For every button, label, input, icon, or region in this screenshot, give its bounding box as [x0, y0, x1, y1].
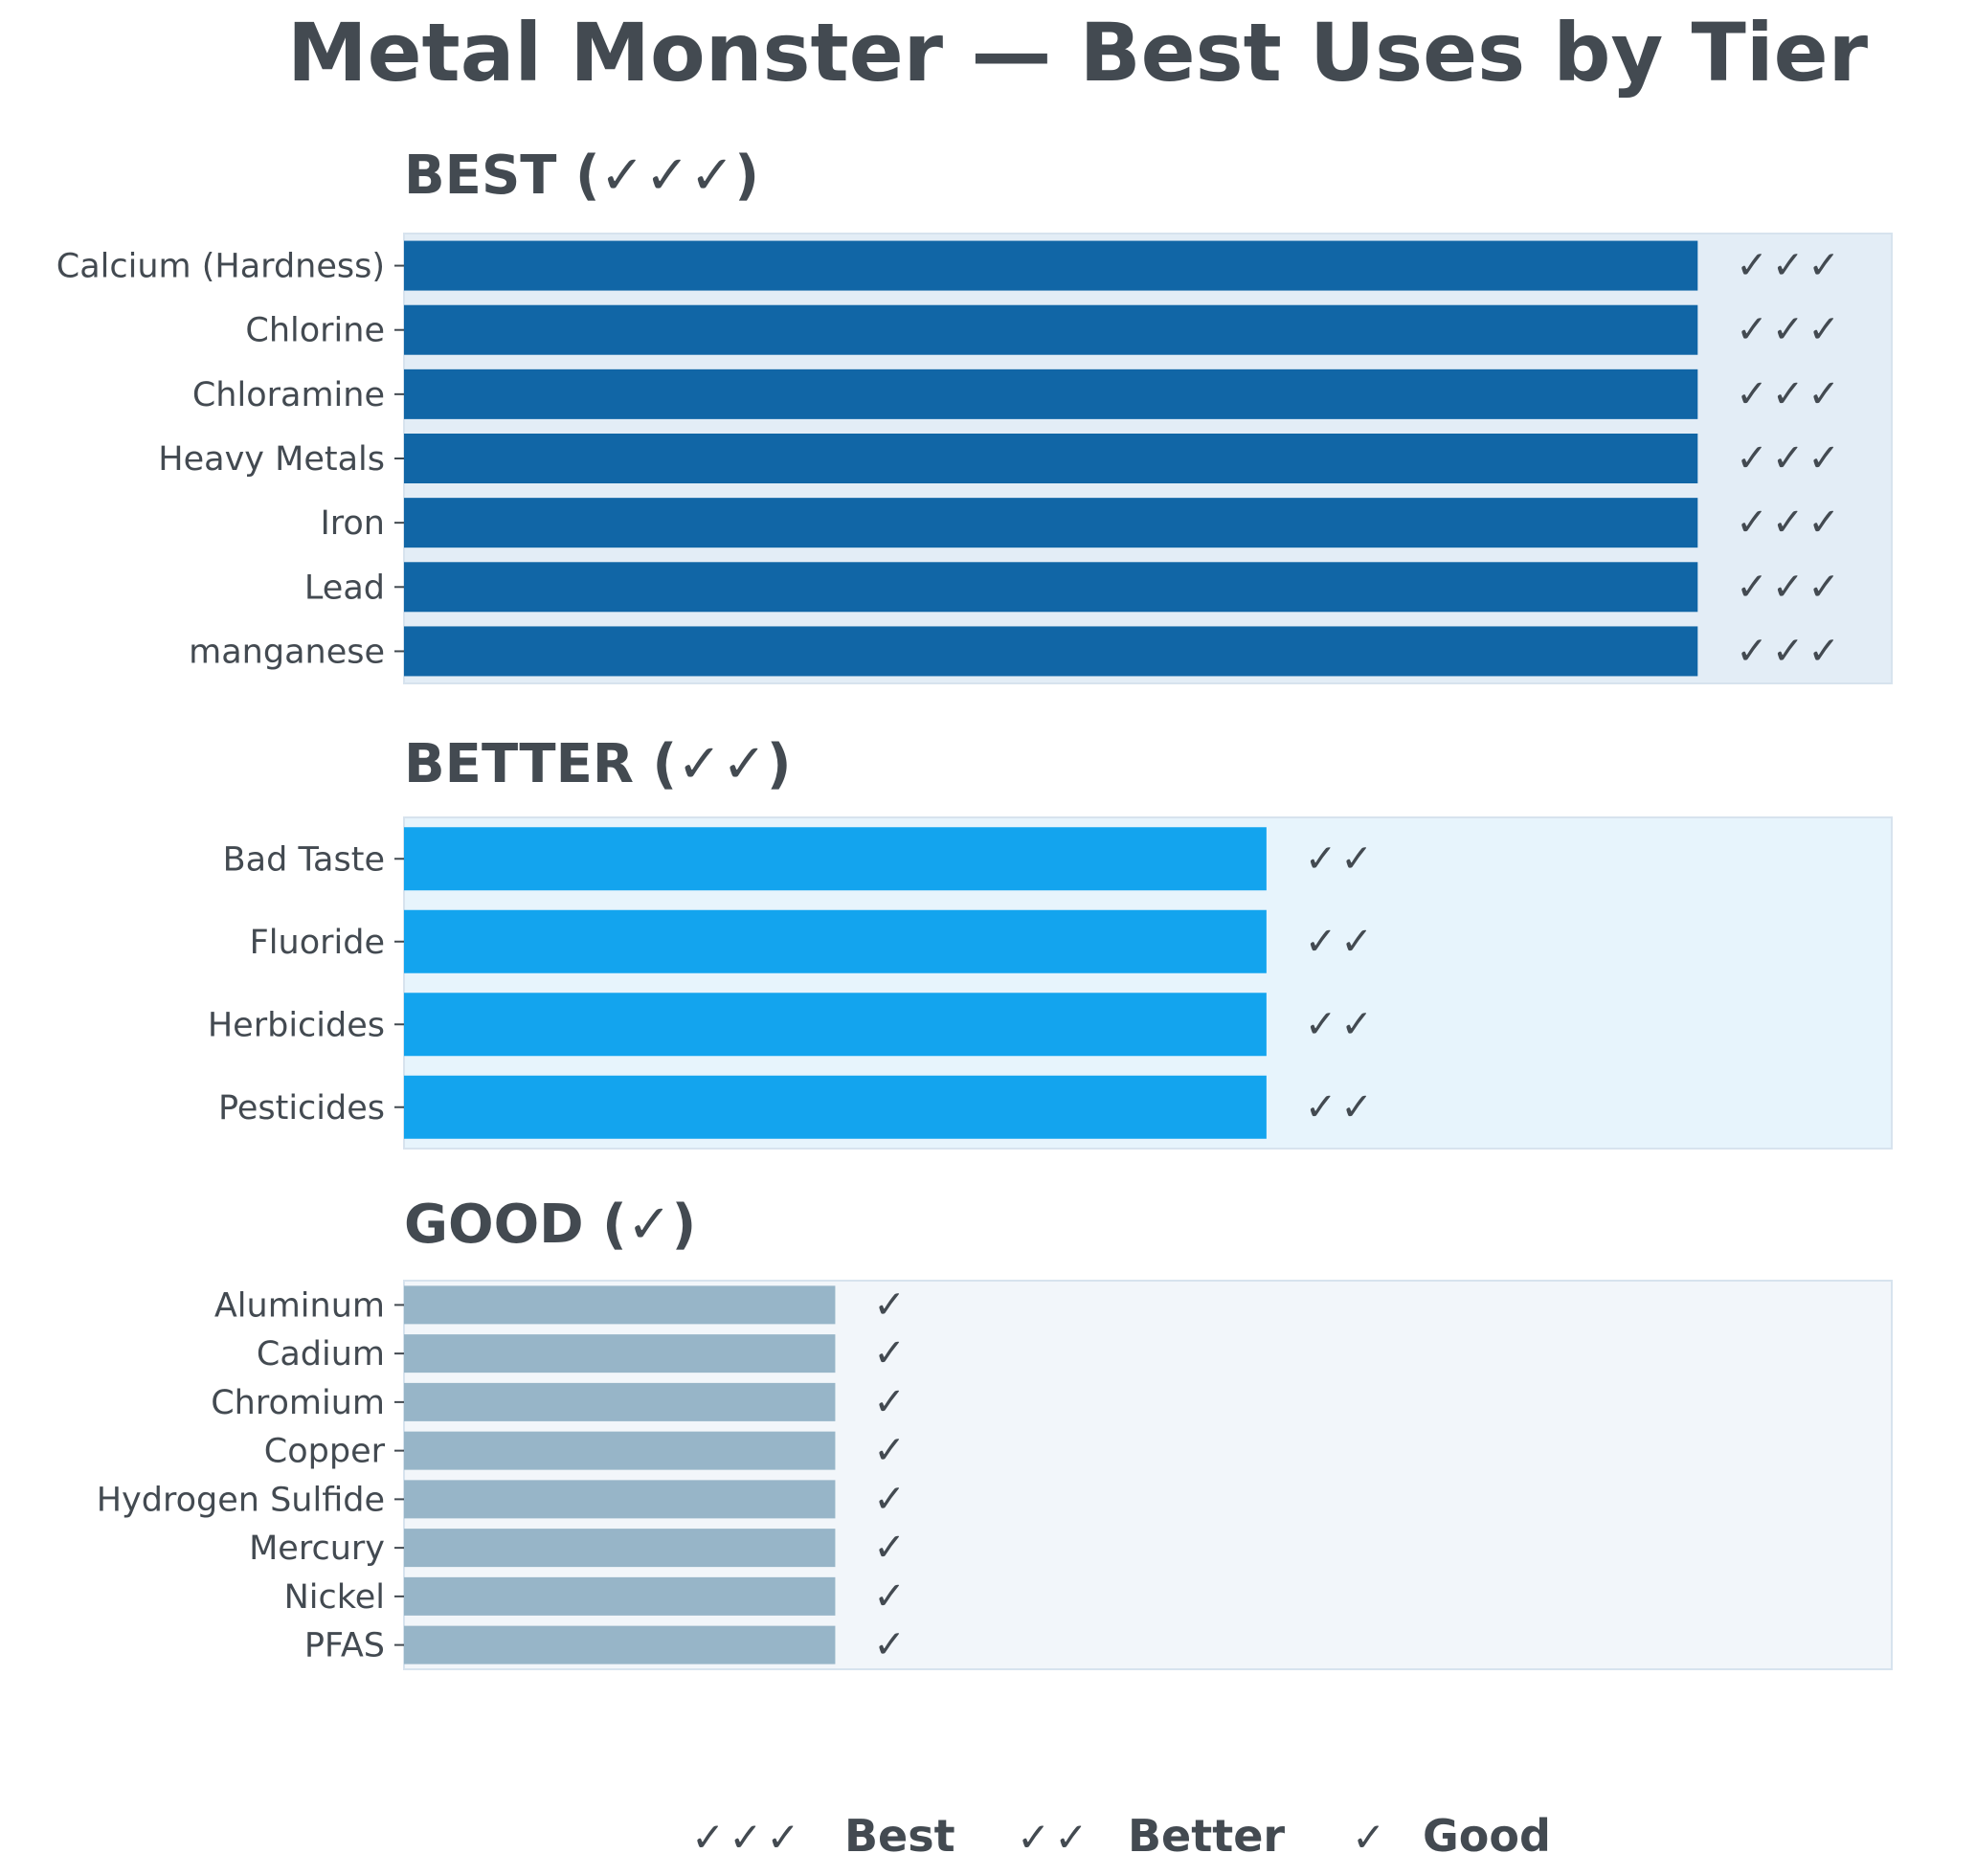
- bar: [404, 1075, 1267, 1139]
- bar-check-label: ✓✓✓: [1736, 372, 1844, 416]
- category-label: Cadium: [257, 1335, 385, 1374]
- bar-check-label: ✓: [873, 1283, 909, 1327]
- chart-legend: ✓✓✓ Best ✓✓ Better ✓ Good: [691, 1810, 1551, 1862]
- category-label: Lead: [304, 569, 385, 607]
- panel-good: GOOD (✓) Aluminum ✓ Cadium ✓ Chromium ✓ Copper ✓…: [97, 1194, 1893, 1670]
- bar-check-label: ✓: [873, 1574, 909, 1619]
- panel-best: BEST (✓✓✓) Calcium (Hardness) ✓✓✓ Chlorine ✓…: [56, 145, 1893, 684]
- bar-check-label: ✓✓✓: [1736, 308, 1844, 352]
- category-label: Hydrogen Sulfide: [97, 1481, 385, 1519]
- panel-title: BEST (✓✓✓): [404, 145, 759, 207]
- legend-label: Better: [1128, 1810, 1285, 1862]
- legend-symbol: ✓: [1352, 1814, 1389, 1861]
- bar-check-label: ✓✓: [1305, 1002, 1377, 1046]
- category-label: Herbicides: [208, 1006, 385, 1044]
- legend-label: Best: [844, 1810, 955, 1862]
- panel-better: BETTER (✓✓) Bad Taste ✓✓ Fluoride ✓✓ Herbicid…: [208, 733, 1893, 1150]
- legend-label: Good: [1423, 1810, 1551, 1862]
- chart-panels: BEST (✓✓✓)Calcium (Hardness) ✓✓✓Chlorine ✓…: [56, 145, 1893, 1670]
- bar: [404, 434, 1698, 483]
- category-label: Copper: [264, 1433, 386, 1471]
- panel-title: BETTER (✓✓): [404, 733, 792, 795]
- bar-check-label: ✓✓: [1305, 837, 1377, 881]
- category-label: manganese: [189, 633, 385, 671]
- category-label: Mercury: [249, 1530, 385, 1568]
- bar-check-label: ✓✓✓: [1736, 629, 1844, 673]
- bar: [404, 498, 1698, 548]
- bar-check-label: ✓✓✓: [1736, 501, 1844, 545]
- category-label: Chromium: [211, 1384, 385, 1422]
- bar: [404, 1625, 836, 1664]
- bar-check-label: ✓✓: [1305, 920, 1377, 964]
- bar: [404, 626, 1698, 677]
- bar-check-label: ✓✓✓: [1736, 436, 1844, 480]
- bar-check-label: ✓✓✓: [1736, 244, 1844, 288]
- bar-check-label: ✓: [873, 1331, 909, 1375]
- bar-check-label: ✓✓: [1305, 1085, 1377, 1129]
- category-label: Bad Taste: [223, 840, 385, 879]
- bar: [404, 993, 1267, 1057]
- category-label: Nickel: [284, 1578, 385, 1617]
- category-label: Pesticides: [218, 1089, 385, 1128]
- bar: [404, 1431, 836, 1470]
- category-label: Aluminum: [214, 1286, 385, 1325]
- category-label: Iron: [320, 504, 385, 543]
- category-label: Heavy Metals: [158, 440, 385, 479]
- bar-check-label: ✓: [873, 1477, 909, 1521]
- bar: [404, 1576, 836, 1616]
- legend-symbol: ✓✓: [1017, 1814, 1091, 1861]
- category-label: Chlorine: [245, 312, 385, 350]
- bar: [404, 1480, 836, 1519]
- category-label: Fluoride: [250, 924, 385, 962]
- legend-symbol: ✓✓✓: [691, 1814, 804, 1861]
- bar: [404, 1334, 836, 1374]
- bar: [404, 562, 1698, 613]
- bar: [404, 827, 1267, 891]
- bar: [404, 240, 1698, 291]
- bar: [404, 909, 1267, 973]
- bar-check-label: ✓✓✓: [1736, 565, 1844, 609]
- bar: [404, 1382, 836, 1421]
- panel-title: GOOD (✓): [404, 1194, 696, 1256]
- bar-check-label: ✓: [873, 1526, 909, 1570]
- bar: [404, 304, 1698, 355]
- category-label: Calcium (Hardness): [56, 248, 385, 286]
- bar-check-label: ✓: [873, 1429, 909, 1473]
- chart-title: Metal Monster — Best Uses by Tier: [287, 6, 1869, 100]
- bar: [404, 368, 1698, 419]
- category-label: PFAS: [304, 1627, 385, 1665]
- bar-check-label: ✓: [873, 1623, 909, 1667]
- bar-check-label: ✓: [873, 1380, 909, 1424]
- category-label: Chloramine: [192, 376, 385, 414]
- bar: [404, 1285, 836, 1325]
- bar: [404, 1529, 836, 1568]
